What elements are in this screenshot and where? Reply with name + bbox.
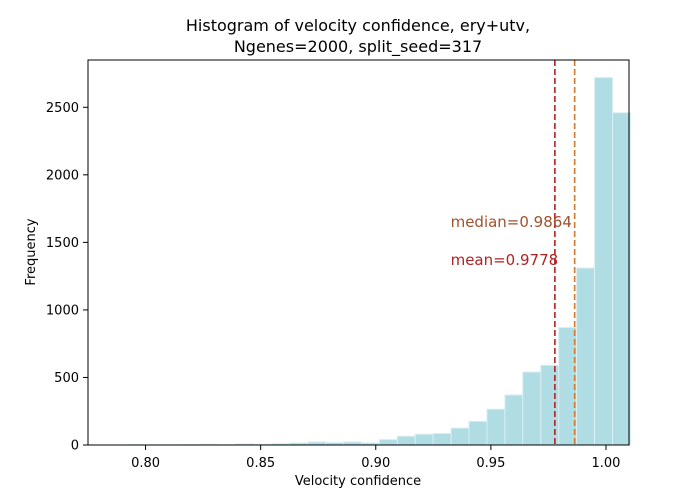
histogram-bar xyxy=(594,77,613,446)
plot-frame xyxy=(87,59,630,446)
histogram-bar xyxy=(414,433,434,446)
histogram-bar xyxy=(522,371,542,446)
histogram-bar xyxy=(504,394,524,446)
x-axis-label: Velocity confidence xyxy=(295,474,421,489)
y-tick-label: 1000 xyxy=(46,303,79,318)
histogram-bar xyxy=(468,420,488,446)
y-tick-label: 500 xyxy=(54,371,79,386)
x-tick-label: 0.85 xyxy=(246,456,275,471)
mean-annotation: mean=0.9778 xyxy=(451,251,559,269)
histogram-bar xyxy=(450,427,470,446)
y-axis-label: Frequency xyxy=(24,218,39,285)
y-tick-label: 1500 xyxy=(46,236,79,251)
histogram-bar xyxy=(432,433,452,446)
annotations: median=0.9864 mean=0.9778 xyxy=(451,213,572,269)
y-tick-label: 0 xyxy=(71,439,79,454)
histogram-bar xyxy=(576,267,596,446)
x-tick-label: 0.80 xyxy=(131,456,160,471)
reference-lines xyxy=(554,60,576,445)
histogram-bar xyxy=(540,364,560,446)
histogram-bar xyxy=(378,439,398,446)
x-axis-ticks: 0.80 0.85 0.90 0.95 1.00 xyxy=(131,445,620,471)
chart-title-line-1: Histogram of velocity confidence, ery+ut… xyxy=(186,16,530,35)
chart-title-line-2: Ngenes=2000, split_seed=317 xyxy=(234,37,482,57)
chart-title: Histogram of velocity confidence, ery+ut… xyxy=(186,16,530,57)
x-tick-label: 0.90 xyxy=(361,456,390,471)
x-tick-label: 0.95 xyxy=(476,456,505,471)
histogram-bar xyxy=(396,435,416,446)
y-tick-label: 2500 xyxy=(46,101,79,116)
y-tick-label: 2000 xyxy=(46,168,79,183)
histogram-bars xyxy=(127,77,631,446)
x-tick-label: 1.00 xyxy=(592,456,621,471)
histogram-bar xyxy=(611,112,631,446)
median-annotation: median=0.9864 xyxy=(451,213,572,231)
y-axis-ticks: 0 500 1000 1500 2000 2500 xyxy=(46,101,88,454)
histogram-bar xyxy=(486,408,506,446)
